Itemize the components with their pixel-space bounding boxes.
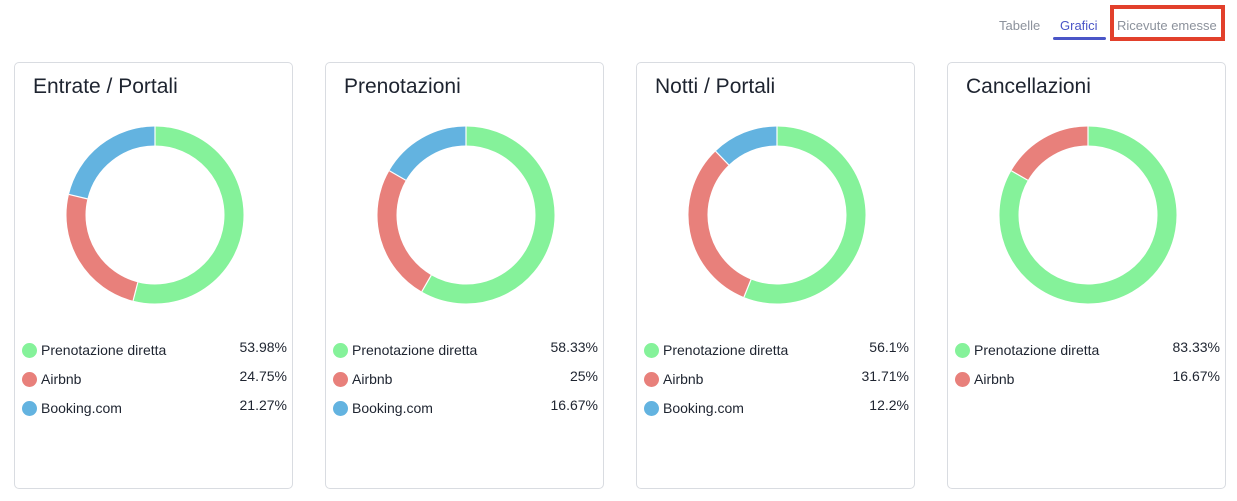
legend-label: Airbnb (352, 371, 393, 387)
legend-label: Prenotazione diretta (41, 342, 167, 358)
legend-label: Booking.com (41, 400, 122, 416)
donut-slice[interactable] (743, 126, 866, 304)
legend-item[interactable]: Booking.com 16.67% (333, 397, 598, 426)
donut-chart (377, 126, 555, 304)
legend-color-dot (333, 343, 348, 358)
legend-item[interactable]: Airbnb 16.67% (955, 368, 1220, 397)
chart-legend: Prenotazione diretta 53.98% Airbnb 24.75% Bo… (22, 339, 287, 426)
legend-item[interactable]: Booking.com 21.27% (22, 397, 287, 426)
chart-title: Cancellazioni (966, 75, 1091, 98)
donut-slice[interactable] (389, 126, 467, 181)
slice-separator (743, 279, 752, 298)
active-tab-indicator (1053, 37, 1106, 40)
donut-slice[interactable] (688, 151, 752, 298)
legend-color-dot (644, 343, 659, 358)
legend-item[interactable]: Prenotazione diretta 56.1% (644, 339, 909, 368)
donut-chart (66, 126, 244, 304)
legend-label: Airbnb (974, 371, 1015, 387)
donut-slice[interactable] (999, 126, 1177, 304)
legend-value: 16.67% (1172, 368, 1220, 384)
chart-card: Cancellazioni Prenotazione diretta 83.33% A… (947, 62, 1226, 489)
donut-chart (688, 126, 866, 304)
donut-slice[interactable] (421, 126, 555, 304)
legend-label: Airbnb (41, 371, 82, 387)
chart-title: Prenotazioni (344, 75, 461, 98)
legend-value: 16.67% (550, 397, 598, 413)
slice-separator (715, 150, 730, 166)
chart-legend: Prenotazione diretta 56.1% Airbnb 31.71% Boo… (644, 339, 909, 426)
tab-grafici[interactable]: Grafici (1060, 18, 1098, 33)
legend-color-dot (333, 372, 348, 387)
legend-value: 21.27% (239, 397, 287, 413)
highlight-annotation-box (1110, 5, 1225, 41)
legend-item[interactable]: Airbnb 24.75% (22, 368, 287, 397)
donut-slice[interactable] (68, 126, 156, 200)
legend-label: Prenotazione diretta (352, 342, 478, 358)
chart-card: Notti / Portali Prenotazione diretta 56.1%… (636, 62, 915, 489)
legend-label: Prenotazione diretta (974, 342, 1100, 358)
legend-label: Booking.com (352, 400, 433, 416)
legend-value: 58.33% (550, 339, 598, 355)
legend-value: 56.1% (869, 339, 909, 355)
legend-item[interactable]: Airbnb 25% (333, 368, 598, 397)
legend-color-dot (644, 401, 659, 416)
donut-chart (999, 126, 1177, 304)
legend-label: Airbnb (663, 371, 704, 387)
legend-value: 12.2% (869, 397, 909, 413)
donut-slice[interactable] (66, 194, 139, 301)
chart-legend: Prenotazione diretta 58.33% Airbnb 25% Booki… (333, 339, 598, 426)
legend-label: Booking.com (663, 400, 744, 416)
donut-slice[interactable] (1011, 126, 1089, 181)
donut-slice[interactable] (377, 170, 432, 292)
slice-separator (132, 282, 139, 301)
legend-value: 25% (569, 368, 598, 384)
legend-color-dot (22, 401, 37, 416)
legend-label: Prenotazione diretta (663, 342, 789, 358)
legend-value: 31.71% (861, 368, 909, 384)
chart-legend: Prenotazione diretta 83.33% Airbnb 16.67% (955, 339, 1220, 397)
donut-slice[interactable] (715, 126, 778, 166)
legend-item[interactable]: Prenotazione diretta 83.33% (955, 339, 1220, 368)
slice-separator (421, 274, 432, 292)
legend-color-dot (22, 372, 37, 387)
legend-color-dot (955, 372, 970, 387)
legend-color-dot (644, 372, 659, 387)
chart-card: Entrate / Portali Prenotazione diretta 53.… (14, 62, 293, 489)
tab-ricevute-emesse[interactable]: Ricevute emesse (1117, 18, 1217, 33)
chart-title: Notti / Portali (655, 75, 776, 98)
legend-color-dot (955, 343, 970, 358)
view-tabs: Tabelle Grafici Ricevute emesse (0, 0, 1237, 50)
legend-item[interactable]: Airbnb 31.71% (644, 368, 909, 397)
legend-item[interactable]: Booking.com 12.2% (644, 397, 909, 426)
legend-value: 24.75% (239, 368, 287, 384)
slice-separator (389, 170, 407, 181)
donut-slice[interactable] (133, 126, 244, 304)
legend-item[interactable]: Prenotazione diretta 53.98% (22, 339, 287, 368)
legend-value: 53.98% (239, 339, 287, 355)
tab-tabelle[interactable]: Tabelle (999, 18, 1041, 33)
slice-separator (68, 193, 88, 200)
legend-color-dot (333, 401, 348, 416)
slice-separator (1011, 170, 1029, 181)
legend-color-dot (22, 343, 37, 358)
legend-value: 83.33% (1172, 339, 1220, 355)
legend-item[interactable]: Prenotazione diretta 58.33% (333, 339, 598, 368)
chart-title: Entrate / Portali (33, 75, 178, 98)
chart-card: Prenotazioni Prenotazione diretta 58.33% Ai… (325, 62, 604, 489)
